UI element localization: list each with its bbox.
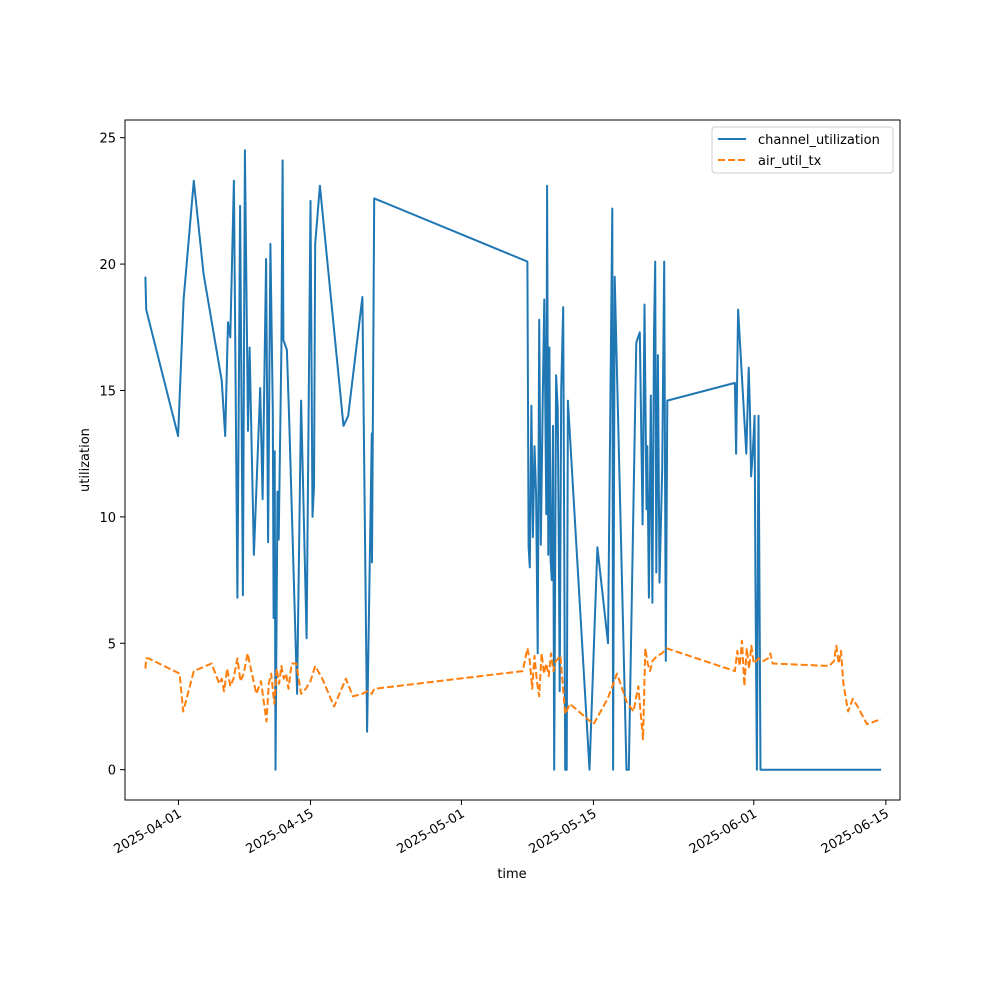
legend: channel_utilization air_util_tx (711, 126, 894, 174)
y-axis: 0 5 10 15 20 25 (99, 132, 125, 779)
plot-frame (124, 119, 901, 801)
y-tick-label: 0 (108, 764, 116, 779)
legend-label-channel-utilization: channel_utilization (758, 133, 880, 148)
y-axis-label: utilization (78, 428, 93, 492)
series-line-air-util-tx (144, 639, 882, 741)
y-tick-label: 5 (108, 637, 116, 652)
y-tick-label: 25 (99, 132, 116, 147)
x-axis-label: time (497, 867, 526, 882)
legend-box (711, 126, 894, 174)
y-tick-label: 15 (99, 384, 116, 399)
series-layer (144, 149, 882, 771)
series-line-channel-utilization (144, 149, 882, 771)
legend-label-air-util-tx: air_util_tx (758, 154, 822, 169)
y-tick-label: 20 (99, 258, 116, 273)
y-tick-label: 10 (99, 511, 116, 526)
